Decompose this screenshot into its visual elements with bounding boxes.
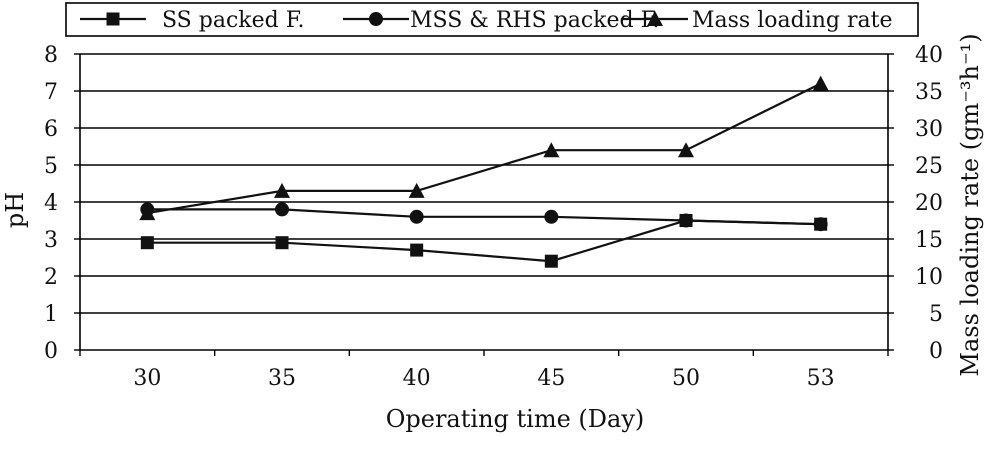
y-tick-label: 8 (44, 43, 58, 68)
data-point (140, 236, 154, 250)
legend: SS packed F. MSS & RHS packed F. Mass load… (65, 2, 919, 37)
series-line (147, 219, 821, 263)
y-axis-title: pH (1, 192, 29, 228)
data-point (409, 209, 424, 224)
x-axis-title: Operating time (Day) (386, 405, 645, 433)
y2-tick-label: 25 (915, 154, 943, 179)
axes (74, 53, 894, 356)
legend-marker (647, 11, 663, 26)
x-tick-label: 45 (537, 366, 565, 391)
legend-item: MSS & RHS packed F. (343, 8, 659, 33)
y2-tick-label: 5 (929, 302, 943, 327)
x-tick-label: 53 (807, 366, 835, 391)
data-point (544, 209, 559, 224)
y-tick-label: 6 (44, 117, 58, 142)
data-point (408, 182, 425, 198)
data-point (274, 182, 290, 198)
y2-tick-label: 35 (915, 80, 943, 105)
data-point (543, 142, 560, 158)
y-tick-label: 5 (44, 154, 58, 179)
y2-tick-label: 30 (915, 117, 943, 142)
y-tick-label: 2 (44, 265, 58, 290)
data-point (275, 236, 289, 250)
series-line (147, 208, 821, 226)
legend-box (65, 2, 919, 37)
series-3 (139, 75, 829, 221)
legend-item: SS packed F. (80, 8, 305, 33)
y-tick-label: 1 (44, 302, 58, 327)
data-point (812, 75, 829, 91)
x-tick-label: 50 (672, 366, 700, 391)
y-tick-label: 3 (44, 228, 58, 253)
y2-tick-label: 10 (915, 265, 943, 290)
x-tick-label: 40 (403, 366, 431, 391)
y2-tick-label: 20 (915, 191, 943, 216)
y-tick-label: 7 (44, 80, 58, 105)
data-point (275, 202, 289, 217)
legend-marker (369, 12, 383, 26)
y2-axis-title: Mass loading rate (gm⁻³h⁻¹) (956, 33, 984, 376)
x-tick-label: 35 (268, 366, 296, 391)
y2-tick-label: 40 (915, 43, 943, 68)
gridlines (80, 53, 888, 314)
data-point (678, 142, 694, 158)
y-tick-label: 4 (44, 191, 58, 216)
legend-label: SS packed F. (162, 8, 305, 33)
data-point (139, 205, 156, 221)
y-tick-label: 0 (44, 339, 58, 364)
series-2 (140, 202, 828, 232)
legend-item: Mass loading rate (622, 8, 892, 33)
legend-label: Mass loading rate (692, 8, 892, 33)
data-point (679, 213, 693, 228)
series-line (147, 82, 822, 215)
data-point (544, 254, 558, 268)
data-point (813, 217, 828, 232)
series-group (139, 75, 829, 268)
x-tick-label: 30 (133, 366, 161, 391)
legend-marker (106, 12, 120, 26)
data-point (410, 243, 424, 257)
legend-label: MSS & RHS packed F. (410, 8, 659, 33)
y2-tick-label: 15 (915, 228, 943, 253)
y2-tick-label: 0 (929, 339, 943, 364)
